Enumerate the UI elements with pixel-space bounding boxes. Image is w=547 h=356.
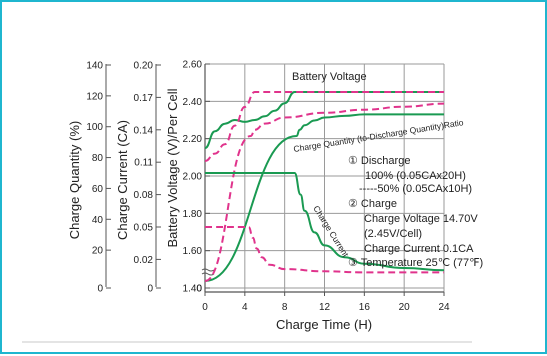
discharge-100-note: 100% (0.05CAx20H) [365, 170, 466, 182]
quantity-tick-label-4: 80 [92, 153, 104, 164]
quantity-tick-label-7: 140 [86, 61, 103, 72]
voltage-tick-label-0: 0 [196, 284, 202, 295]
charge-current-note: Charge Current 0.1CA [364, 243, 474, 255]
series-line-charge-current-dashed-5 [204, 226, 444, 274]
x-tick-label-5: 20 [399, 302, 411, 313]
axis-break-mark [201, 268, 215, 276]
current-tick-label-6: 0.17 [134, 93, 154, 104]
temperature-note: ③ Temperature 25℃ (77℉) [348, 257, 483, 269]
current-tick-label-0: 0 [147, 284, 153, 295]
voltage-tick-label-1: 1.40 [183, 284, 203, 295]
charge-current-axis-label: Charge Current (CA) [115, 120, 130, 240]
voltage-tick-label-3: 1.80 [183, 209, 203, 220]
current-tick-label-7: 0.20 [134, 61, 154, 72]
series-line-battery-voltage-dashed-1 [204, 90, 444, 163]
axes: 0 4 8 12 16 20 24 0 20 40 60 80 100 120 140 0 0.02 0.05 0.… [86, 60, 450, 314]
voltage-tick-label-2: 1.60 [183, 246, 203, 257]
current-tick-label-3: 0.08 [134, 190, 154, 201]
series-line-charge-current-solid-4 [204, 171, 445, 272]
series-line-charge-quantity-solid-2 [204, 113, 444, 282]
voltage-tick-label-4: 2.00 [183, 172, 203, 183]
x-tick-label-1: 4 [242, 302, 248, 313]
current-tick-label-2: 0.05 [134, 223, 154, 234]
series-line-battery-voltage-solid-0 [204, 90, 444, 149]
battery-voltage-axis-label: Battery Voltage (V)/Per Cell [165, 88, 180, 247]
charge-voltage-note: Charge Voltage 14.70V [364, 213, 478, 225]
charge-cell-note: (2.45V/Cell) [364, 228, 422, 240]
voltage-tick-label-7: 2.60 [183, 60, 203, 71]
x-axis-label: Charge Time (H) [276, 317, 372, 332]
quantity-tick-label-0: 0 [97, 284, 103, 295]
discharge-title: ① Discharge [348, 155, 410, 167]
voltage-tick-label-5: 2.20 [183, 134, 203, 145]
current-tick-label-4: 0.11 [134, 158, 153, 169]
grid [205, 63, 445, 292]
x-tick-label-6: 24 [438, 302, 450, 313]
quantity-tick-label-1: 20 [92, 246, 104, 257]
charge-title: ② Charge [348, 198, 397, 210]
charge-ratio-annotation: Charge Quantity (to-Discharge Quantity)R… [293, 117, 465, 154]
series-line-charge-quantity-dashed-3 [204, 102, 445, 282]
x-tick-label-2: 8 [282, 302, 288, 313]
quantity-tick-label-3: 60 [92, 184, 104, 195]
current-tick-label-5: 0.14 [134, 125, 154, 136]
quantity-tick-label-6: 120 [86, 91, 103, 102]
series-layer [204, 90, 445, 282]
x-tick-label-4: 16 [359, 302, 371, 313]
voltage-tick-label-6: 2.40 [183, 97, 203, 108]
x-tick-label-3: 12 [319, 302, 331, 313]
current-tick-label-1: 0.02 [134, 255, 154, 266]
quantity-tick-label-5: 100 [86, 122, 103, 133]
x-tick-label-0: 0 [202, 302, 208, 313]
battery-voltage-annotation: Battery Voltage [292, 71, 367, 83]
charge-quantity-axis-label: Charge Quantity (%) [67, 121, 82, 240]
quantity-tick-label-2: 40 [92, 215, 104, 226]
discharge-50-note: -----50% (0.05CAx10H) [359, 183, 472, 195]
